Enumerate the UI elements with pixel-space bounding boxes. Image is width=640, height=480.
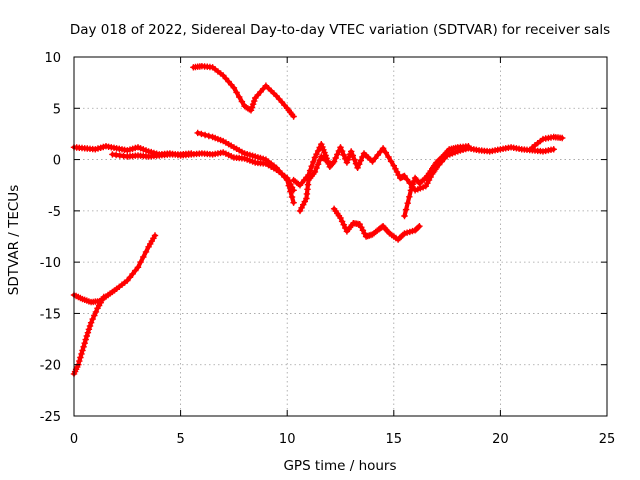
grid xyxy=(74,57,607,416)
series-track-f xyxy=(529,133,566,151)
x-tick-label: 20 xyxy=(492,432,509,447)
y-axis-label: SDTVAR / TECUs xyxy=(6,185,22,295)
plus-markers xyxy=(401,143,472,220)
plus-markers xyxy=(330,205,423,243)
y-tick-label: 0 xyxy=(53,154,61,169)
x-tick-label: 15 xyxy=(386,432,403,447)
plus-markers xyxy=(190,63,297,120)
plus-markers xyxy=(109,150,195,160)
series-trace xyxy=(191,64,296,119)
x-axis-label: GPS time / hours xyxy=(283,458,396,474)
plus-markers xyxy=(194,129,297,206)
series-track-c xyxy=(190,63,297,120)
series-track-main-2 xyxy=(109,150,195,160)
series-track-d xyxy=(290,141,557,194)
x-tick-label: 25 xyxy=(599,432,616,447)
chart-title: Day 018 of 2022, Sidereal Day-to-day VTE… xyxy=(70,22,610,38)
series-track-b xyxy=(194,129,297,206)
series-track-d-2 xyxy=(296,153,333,215)
plus-markers xyxy=(70,143,297,194)
plot-frame xyxy=(73,56,608,417)
plus-markers xyxy=(296,153,333,215)
y-tick-label: 10 xyxy=(44,51,61,66)
plus-markers xyxy=(290,141,557,194)
series-track-d-3 xyxy=(401,143,472,220)
series-track-g xyxy=(70,232,159,306)
y-tick-label: -25 xyxy=(40,410,61,425)
data-series xyxy=(70,63,566,378)
series-track-e xyxy=(330,205,423,243)
y-tick-label: -15 xyxy=(40,307,61,322)
x-tick-label: 5 xyxy=(176,432,184,447)
y-tick-label: -20 xyxy=(40,359,61,374)
y-tick-label: -5 xyxy=(48,205,61,220)
y-tick-label: 5 xyxy=(53,102,61,117)
x-tick-label: 10 xyxy=(279,432,296,447)
plus-markers xyxy=(70,232,159,306)
series-track-main xyxy=(70,143,297,194)
x-tick-label: 0 xyxy=(70,432,78,447)
axis-ticks: 0 5 10 15 20 25 10 5 0 -5 -10 -15 -20 -25 xyxy=(40,51,616,447)
y-tick-label: -10 xyxy=(40,256,61,271)
plus-markers xyxy=(529,133,566,151)
